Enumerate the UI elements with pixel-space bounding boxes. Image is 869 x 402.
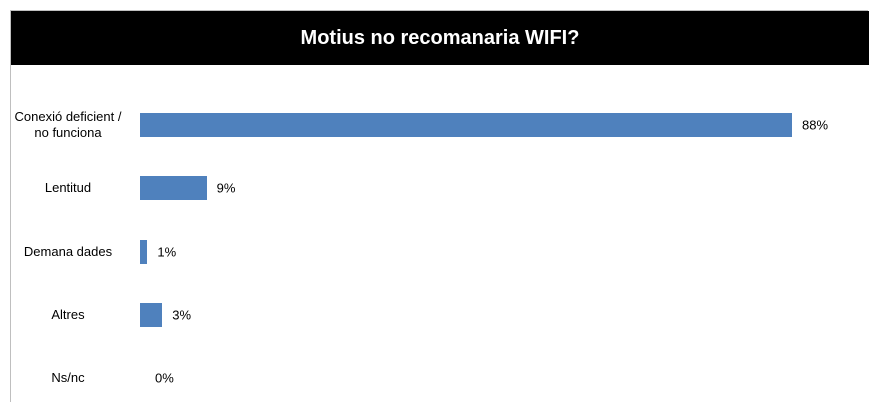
value-label: 1% <box>157 244 177 259</box>
title-banner <box>11 11 869 65</box>
category-label: Ns/nc <box>51 370 85 385</box>
chart-title: Motius no recomanaria WIFI? <box>300 27 580 49</box>
category-label: Lentitud <box>44 180 92 196</box>
value-label: 3% <box>172 307 192 323</box>
value-label: 0% <box>155 370 174 386</box>
bar <box>140 176 207 201</box>
bar <box>140 113 792 137</box>
bar <box>140 239 148 264</box>
category-label: Demana dades <box>23 243 113 259</box>
category-label: Altres <box>51 306 85 322</box>
chart-frame <box>10 10 868 402</box>
category-label: Conexió deficient / no funciona <box>14 109 122 140</box>
value-label: 9% <box>216 180 236 196</box>
bar <box>140 302 163 327</box>
value-label: 88% <box>802 117 829 133</box>
